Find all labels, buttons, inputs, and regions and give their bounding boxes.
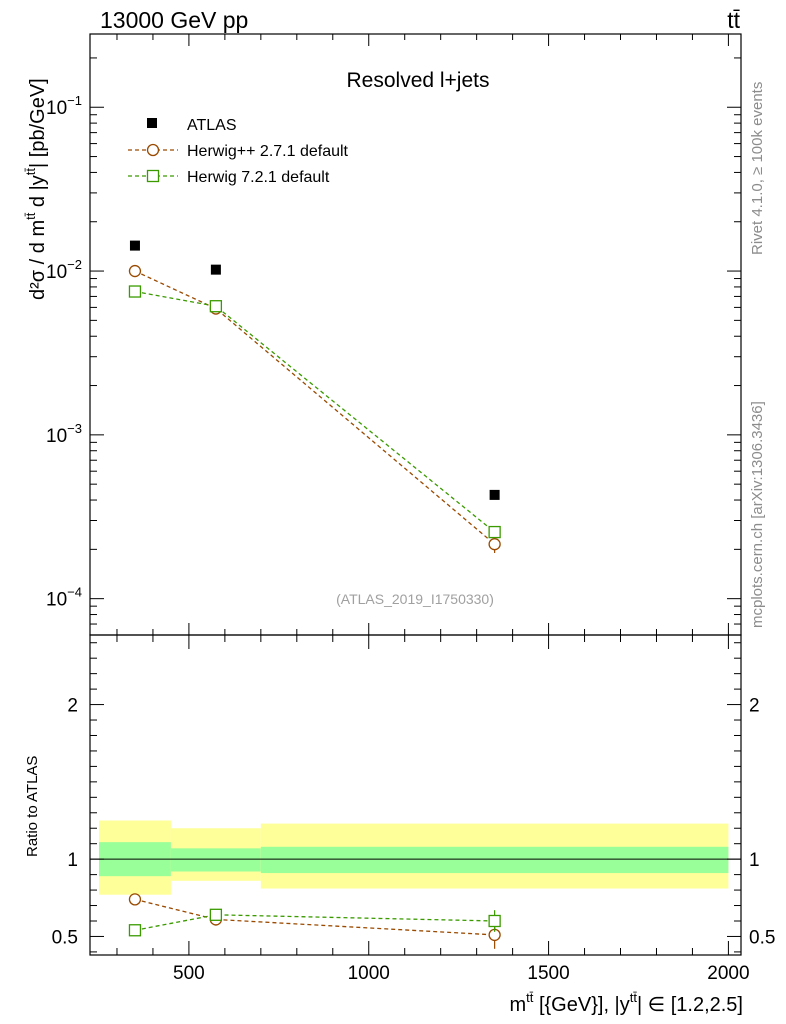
main-series-line xyxy=(134,270,496,545)
ylabel-d2sigma: d²σ / d m xyxy=(27,220,49,300)
process-label: tt̄ xyxy=(727,7,740,33)
main-y-tick-base: 10 xyxy=(46,98,67,119)
herwig7-point xyxy=(488,525,501,539)
legend-atlas-label: ATLAS xyxy=(187,117,237,134)
ylabel-tt-1: tt̄ xyxy=(23,212,38,220)
main-series-line xyxy=(134,290,496,533)
herwigpp-point xyxy=(128,264,142,278)
herwig7-point xyxy=(209,300,223,313)
main-y-tick-label: 10−2 xyxy=(46,257,82,283)
atlas-data-point xyxy=(129,240,140,251)
legend-herwig7-marker xyxy=(146,169,160,183)
atlas-data-point xyxy=(210,264,221,275)
atlas-data-point xyxy=(489,489,500,500)
ratio-herwig7-point xyxy=(209,908,223,921)
herwigpp-point xyxy=(488,538,501,551)
ratio-series-line xyxy=(134,914,495,931)
main-panel: 10−110−210−310−4 Resolved l+jets (ATLAS_… xyxy=(23,33,742,636)
rivet-label: Rivet 4.1.0, ≥ 100k events xyxy=(749,82,766,255)
xlabel-tt-2: tt̄ xyxy=(630,990,638,1005)
main-y-tick-exp: −4 xyxy=(67,585,82,600)
main-y-tick-label: 10−4 xyxy=(46,585,82,611)
main-title: Resolved l+jets xyxy=(347,69,490,92)
legend-herwigpp-label: Herwig++ 2.7.1 default xyxy=(187,143,349,160)
ratio-herwigpp-point xyxy=(128,893,142,906)
legend-herwig7-label: Herwig 7.2.1 default xyxy=(187,169,330,186)
main-y-axis-label: d²σ / d mtt̄ d |ytt̄| [pb/GeV] xyxy=(23,78,49,300)
xlabel-range: | ∈ [1.2,2.5] xyxy=(637,994,743,1016)
main-y-tick-label: 10−1 xyxy=(46,93,82,119)
main-y-tick-base: 10 xyxy=(46,262,67,283)
ratio-bands xyxy=(98,820,729,895)
xlabel-tt-1: tt̄ xyxy=(526,990,534,1005)
x-axis-label: mtt̄ [{GeV}], |ytt̄| ∈ [1.2,2.5] xyxy=(509,990,743,1016)
ratio-y-tick-label-right: 0.5 xyxy=(749,927,775,948)
ratio-band-inner xyxy=(170,848,261,872)
ratio-y-axis-label: Ratio to ATLAS xyxy=(24,756,41,857)
mcplots-label: mcplots.cern.ch [arXiv:1306.3436] xyxy=(749,401,766,628)
main-axis-ticks: 10−110−210−310−4 xyxy=(46,34,741,636)
ratio-series-line xyxy=(134,898,495,936)
ratio-y-tick-label: 1 xyxy=(67,850,78,871)
ratio-herwig7-point xyxy=(488,914,501,928)
ratio-series xyxy=(128,893,501,949)
energy-label: 13000 GeV pp xyxy=(100,7,248,33)
ratio-x-tick-label: 2000 xyxy=(707,963,749,984)
ratio-band-inner xyxy=(260,846,729,874)
ratio-y-tick-label-right: 2 xyxy=(749,696,760,717)
ratio-herwig7-point xyxy=(128,924,142,937)
ratio-x-tick-label: 1500 xyxy=(527,963,569,984)
xlabel-mid: [{GeV}], |y xyxy=(533,994,629,1016)
main-y-tick-exp: −3 xyxy=(67,421,82,436)
main-y-tick-base: 10 xyxy=(46,426,67,447)
ratio-x-tick-label: 1000 xyxy=(348,963,390,984)
ratio-x-tick-label: 500 xyxy=(173,963,205,984)
legend: ATLAS Herwig++ 2.7.1 default Herwig 7.2.… xyxy=(128,117,349,186)
ylabel-tt-2: tt̄ xyxy=(23,168,38,176)
ratio-plot-frame xyxy=(89,634,742,956)
main-y-tick-base: 10 xyxy=(46,590,67,611)
main-y-tick-exp: −2 xyxy=(67,257,82,272)
main-y-tick-exp: −1 xyxy=(67,93,82,108)
legend-herwigpp-marker xyxy=(146,143,160,157)
ratio-y-tick-label-right: 1 xyxy=(749,850,760,871)
main-y-tick-label: 10−3 xyxy=(46,421,82,447)
xlabel-m: m xyxy=(509,994,526,1016)
herwig7-point xyxy=(128,285,142,298)
ratio-y-tick-label: 0.5 xyxy=(52,927,78,948)
main-series xyxy=(128,240,501,553)
ylabel-unit: | [pb/GeV] xyxy=(27,78,49,168)
legend-atlas-marker xyxy=(147,118,157,128)
analysis-label: (ATLAS_2019_I1750330) xyxy=(336,591,494,607)
ylabel-mid: d |y xyxy=(27,175,49,212)
ratio-y-tick-label: 2 xyxy=(67,696,78,717)
